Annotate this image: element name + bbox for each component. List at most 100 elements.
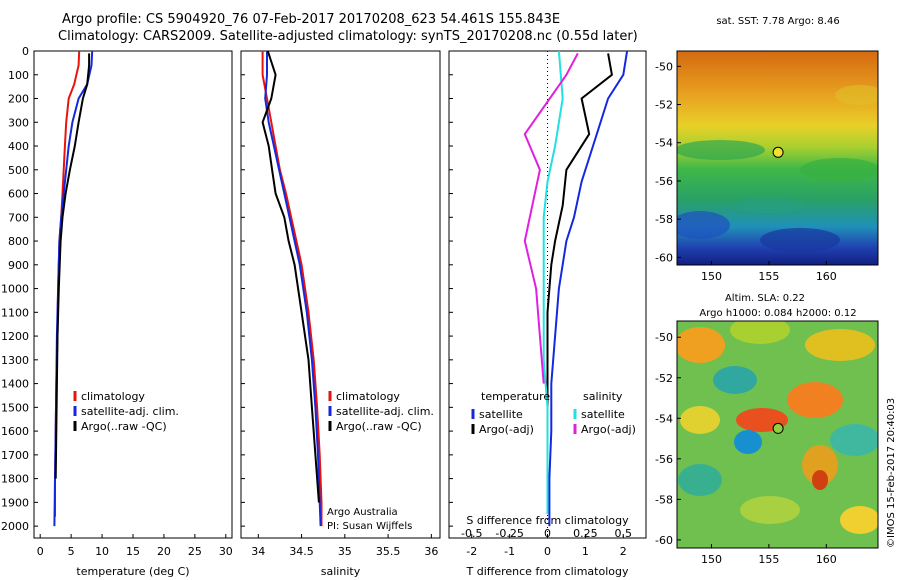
x-tick-label: 36 bbox=[424, 545, 438, 558]
map-y-tick-label: -50 bbox=[655, 331, 673, 344]
map-x-tick-label: 160 bbox=[816, 553, 837, 566]
x-tick-top-label: -0.25 bbox=[495, 527, 523, 540]
y-tick-label: 2000 bbox=[1, 520, 29, 533]
plot-frame bbox=[33, 50, 233, 539]
legend-label: satellite bbox=[581, 408, 625, 421]
series-line bbox=[548, 50, 629, 527]
map-axes-2: 150 155 160 -50 -52 -54 -56 -58 -60 bbox=[655, 331, 837, 566]
series-line bbox=[542, 50, 564, 515]
sla-map: Altim. SLA: 0.22 Argo h1000: 0.084 h2000… bbox=[676, 293, 879, 549]
annotation: Argo Australia bbox=[327, 507, 398, 518]
x-tick-label: 5 bbox=[68, 545, 75, 558]
x-tick-top-label: 0.25 bbox=[573, 527, 598, 540]
series-line bbox=[53, 50, 94, 527]
chart-title-line1: Argo profile: CS 5904920_76 07-Feb-2017 … bbox=[62, 12, 561, 27]
y-tick-label: 100 bbox=[8, 69, 29, 82]
x-axis-label: T difference from climatology bbox=[466, 565, 629, 578]
legend-label: Argo(-adj) bbox=[479, 423, 534, 436]
map-y-tick-label: -60 bbox=[655, 534, 673, 547]
x-tick-label: 20 bbox=[157, 545, 171, 558]
map-y-tick-label: -56 bbox=[655, 175, 673, 188]
profile-panel-2: 34 34.5 35 35.5 36 salinity climatology satelli… bbox=[240, 50, 441, 578]
x-tick-top-label: 0 bbox=[544, 527, 551, 540]
sla-map-title-line2: Argo h1000: 0.084 h2000: 0.12 bbox=[699, 308, 856, 319]
x-tick-label: 0 bbox=[544, 545, 551, 558]
y-tick-label: 1700 bbox=[1, 449, 29, 462]
argo-location-marker bbox=[772, 146, 784, 158]
map-y-tick-label: -54 bbox=[655, 412, 673, 425]
y-tick-label: 700 bbox=[8, 211, 29, 224]
legend-label: satellite bbox=[479, 408, 523, 421]
y-tick-label: 1600 bbox=[1, 425, 29, 438]
legend-label: climatology bbox=[81, 390, 145, 403]
annotation: PI: Susan Wijffels bbox=[327, 521, 412, 532]
x-axis-label: salinity bbox=[321, 565, 361, 578]
map-x-tick-label: 155 bbox=[758, 270, 779, 283]
x-tick-label: 35.5 bbox=[376, 545, 401, 558]
x-tick-label: 30 bbox=[219, 545, 233, 558]
legend-label: climatology bbox=[336, 390, 400, 403]
x-tick-label: 25 bbox=[188, 545, 202, 558]
map-x-tick-label: 150 bbox=[701, 270, 722, 283]
legend-label: satellite-adj. clim. bbox=[81, 405, 179, 418]
sla-texture bbox=[677, 321, 878, 534]
y-tick-label: 0 bbox=[22, 45, 29, 58]
map-y-tick-label: -54 bbox=[655, 137, 673, 150]
x-tick-label: -2 bbox=[466, 545, 477, 558]
map-y-tick-label: -52 bbox=[655, 372, 673, 385]
series-line bbox=[264, 51, 322, 527]
x-tick-label: 35 bbox=[338, 545, 352, 558]
series-line bbox=[261, 51, 323, 527]
x-axis-top-label: S difference from climatology bbox=[466, 514, 629, 527]
series-line bbox=[261, 50, 320, 503]
y-tick-label: 1800 bbox=[1, 473, 29, 486]
x-tick-label: 0 bbox=[37, 545, 44, 558]
legend-label: Argo(..raw -QC) bbox=[81, 420, 167, 433]
map-axes-1: 150 155 160 -50 -52 -54 -56 -58 -60 bbox=[655, 60, 837, 283]
y-tick-label: 1400 bbox=[1, 378, 29, 391]
map-y-tick-label: -60 bbox=[655, 251, 673, 264]
sst-texture bbox=[677, 85, 878, 252]
y-tick-label: 500 bbox=[8, 164, 29, 177]
series-line bbox=[523, 52, 579, 384]
x-tick-label: 15 bbox=[126, 545, 140, 558]
chart-title-line2: Climatology: CARS2009. Satellite-adjuste… bbox=[58, 29, 638, 44]
x-tick-top-label: -0.5 bbox=[461, 527, 482, 540]
map-y-tick-label: -50 bbox=[655, 60, 673, 73]
map-y-tick-label: -58 bbox=[655, 493, 673, 506]
map-y-tick-label: -56 bbox=[655, 453, 673, 466]
y-tick-label: 1500 bbox=[1, 401, 29, 414]
y-tick-label: 600 bbox=[8, 188, 29, 201]
x-tick-label: 1 bbox=[582, 545, 589, 558]
legend-label: Argo(..raw -QC) bbox=[336, 420, 422, 433]
legend-group-title: temperature bbox=[481, 390, 550, 403]
sla-map-title-line1: Altim. SLA: 0.22 bbox=[725, 293, 805, 304]
x-tick-label: 34.5 bbox=[289, 545, 314, 558]
map-x-tick-label: 150 bbox=[701, 553, 722, 566]
map-x-tick-label: 155 bbox=[758, 553, 779, 566]
legend-group-title: salinity bbox=[583, 390, 623, 403]
series-line bbox=[546, 53, 613, 455]
y-tick-label: 1300 bbox=[1, 354, 29, 367]
x-tick-label: -1 bbox=[504, 545, 515, 558]
sst-map-title: sat. SST: 7.78 Argo: 8.46 bbox=[716, 16, 839, 27]
map-x-tick-label: 160 bbox=[816, 270, 837, 283]
y-tick-label: 1200 bbox=[1, 330, 29, 343]
credit-label: ©IMOS 15-Feb-2017 20:40:03 bbox=[886, 397, 897, 548]
legend-label: satellite-adj. clim. bbox=[336, 405, 434, 418]
y-tick-label: 1900 bbox=[1, 496, 29, 509]
y-tick-label: 200 bbox=[8, 93, 29, 106]
sst-map: sat. SST: 7.78 Argo: 8.46 bbox=[676, 16, 879, 266]
y-tick-label: 300 bbox=[8, 116, 29, 129]
x-tick-label: 2 bbox=[620, 545, 627, 558]
series-line bbox=[54, 53, 91, 479]
plot-frame bbox=[240, 50, 441, 539]
y-tick-label: 400 bbox=[8, 140, 29, 153]
y-tick-label: 900 bbox=[8, 259, 29, 272]
x-axis-label: temperature (deg C) bbox=[76, 565, 189, 578]
y-tick-label: 800 bbox=[8, 235, 29, 248]
argo-location-marker-sla bbox=[772, 422, 784, 434]
x-tick-label: 10 bbox=[95, 545, 109, 558]
profile-panel-1: 0 5 10 15 20 25 30 temperature (deg C) 0 100 200 30… bbox=[1, 45, 233, 578]
